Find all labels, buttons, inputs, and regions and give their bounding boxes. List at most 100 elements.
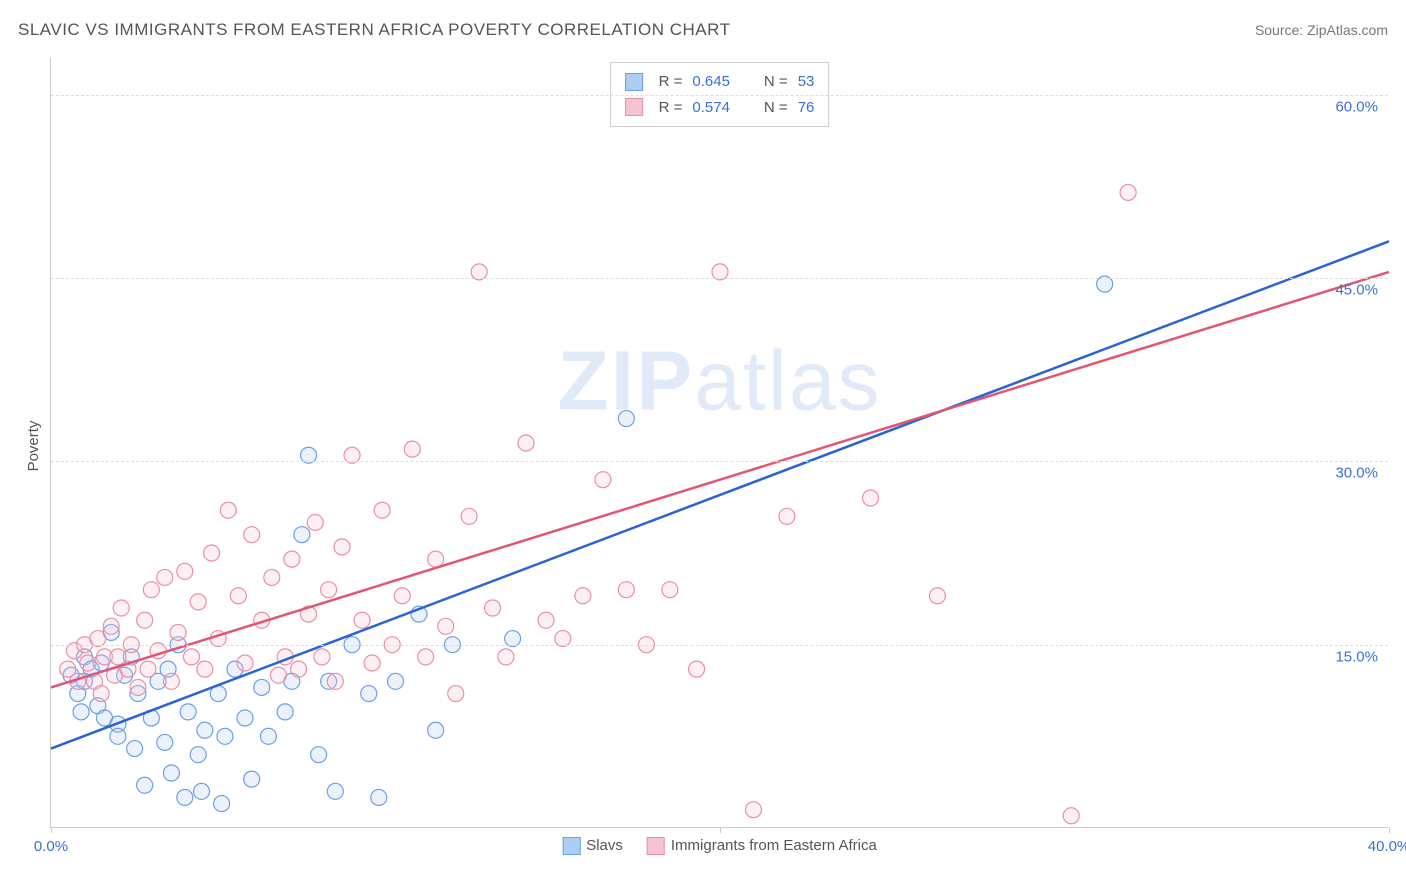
scatter-point [518,435,534,451]
scatter-point [237,710,253,726]
scatter-point [863,490,879,506]
scatter-point [374,502,390,518]
scatter-point [779,508,795,524]
legend-swatch [562,837,580,855]
scatter-point [354,612,370,628]
scatter-point [485,600,501,616]
legend-swatch [625,73,643,91]
legend-label: Slavs [586,837,623,854]
scatter-point [361,686,377,702]
scatter-point [264,569,280,585]
x-tick-label: 40.0% [1368,838,1406,855]
scatter-point [197,661,213,677]
scatter-point [270,667,286,683]
scatter-point [190,747,206,763]
chart-title: SLAVIC VS IMMIGRANTS FROM EASTERN AFRICA… [18,20,731,40]
x-tick-label: 0.0% [34,838,68,855]
scatter-point [130,679,146,695]
top-legend-row: R = 0.645 N = 53 [625,69,815,95]
scatter-point [244,527,260,543]
scatter-point [190,594,206,610]
gridline-h [51,461,1388,462]
scatter-point [244,771,260,787]
scatter-point [163,673,179,689]
chart-header: SLAVIC VS IMMIGRANTS FROM EASTERN AFRICA… [18,20,1388,40]
scatter-point [254,679,270,695]
scatter-point [137,777,153,793]
scatter-point [284,551,300,567]
stat-r-value: 0.645 [692,69,730,95]
scatter-point [364,655,380,671]
scatter-point [294,527,310,543]
scatter-point [220,502,236,518]
legend-label: Immigrants from Eastern Africa [671,837,877,854]
scatter-point [327,783,343,799]
scatter-point [197,722,213,738]
scatter-point [180,704,196,720]
scatter-point [689,661,705,677]
scatter-point [140,661,156,677]
scatter-point [438,618,454,634]
gridline-h [51,645,1388,646]
gridline-h [51,278,1388,279]
y-tick-label: 30.0% [1335,465,1378,482]
scatter-point [538,612,554,628]
plot-area: ZIPatlas R = 0.645N = 53R = 0.574N = 76 … [50,58,1388,828]
trend-line [51,272,1389,688]
scatter-point [448,686,464,702]
stat-r-value: 0.574 [692,95,730,121]
stat-r-label: R = [659,95,683,121]
scatter-point [575,588,591,604]
scatter-point [618,582,634,598]
scatter-point [217,728,233,744]
scatter-point [103,618,119,634]
chart-svg [51,58,1388,827]
legend-swatch [647,837,665,855]
scatter-point [157,734,173,750]
stat-n-label: N = [764,69,788,95]
x-tick-mark [51,827,52,833]
trend-line [51,241,1389,748]
legend-swatch [625,98,643,116]
scatter-point [163,765,179,781]
chart-source: Source: ZipAtlas.com [1255,22,1388,38]
scatter-point [745,802,761,818]
stat-n-label: N = [764,95,788,121]
scatter-point [137,612,153,628]
scatter-point [314,649,330,665]
top-legend-row: R = 0.574 N = 76 [625,95,815,121]
scatter-point [1120,184,1136,200]
scatter-point [143,582,159,598]
scatter-point [177,789,193,805]
scatter-point [204,545,220,561]
scatter-point [461,508,477,524]
scatter-point [157,569,173,585]
y-tick-label: 60.0% [1335,98,1378,115]
scatter-point [73,704,89,720]
scatter-point [428,551,444,567]
scatter-point [388,673,404,689]
bottom-legend: Slavs Immigrants from Eastern Africa [562,837,877,855]
x-tick-mark [1389,827,1390,833]
stat-n-value: 76 [798,95,815,121]
y-tick-label: 15.0% [1335,648,1378,665]
scatter-point [127,741,143,757]
scatter-point [311,747,327,763]
scatter-point [230,588,246,604]
scatter-point [321,582,337,598]
scatter-point [371,789,387,805]
scatter-point [929,588,945,604]
scatter-point [237,655,253,671]
scatter-point [277,704,293,720]
scatter-point [618,411,634,427]
scatter-point [394,588,410,604]
scatter-point [177,563,193,579]
gridline-h [51,95,1388,96]
legend-item: Slavs [562,837,623,855]
y-tick-label: 45.0% [1335,282,1378,299]
stat-n-value: 53 [798,69,815,95]
scatter-point [113,600,129,616]
scatter-point [327,673,343,689]
stat-r-label: R = [659,69,683,95]
scatter-point [170,624,186,640]
